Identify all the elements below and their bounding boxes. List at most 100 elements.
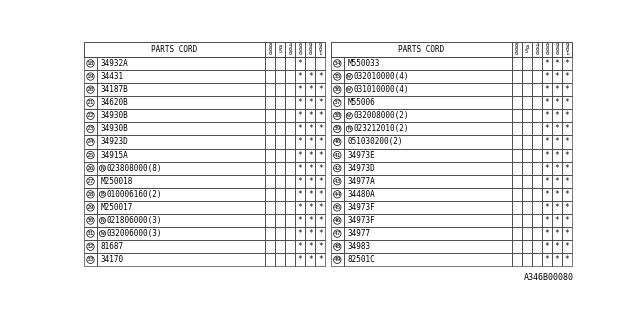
- Bar: [295, 227, 305, 240]
- Bar: [316, 201, 325, 214]
- Text: *: *: [318, 72, 323, 81]
- Bar: [285, 201, 295, 214]
- Text: *: *: [564, 124, 570, 133]
- Bar: [532, 109, 542, 122]
- Bar: [331, 109, 344, 122]
- Bar: [316, 148, 325, 162]
- Text: *: *: [545, 98, 549, 107]
- Text: *: *: [298, 255, 303, 264]
- Bar: [511, 109, 522, 122]
- Bar: [532, 175, 542, 188]
- Bar: [316, 240, 325, 253]
- Bar: [265, 175, 275, 188]
- Bar: [344, 70, 511, 83]
- Text: *: *: [318, 177, 323, 186]
- Bar: [97, 109, 265, 122]
- Text: *: *: [298, 98, 303, 107]
- Text: 82501C: 82501C: [348, 255, 376, 264]
- Text: 34930B: 34930B: [101, 124, 129, 133]
- Text: 46: 46: [333, 218, 341, 223]
- Bar: [522, 214, 532, 227]
- Text: *: *: [564, 203, 570, 212]
- Bar: [344, 240, 511, 253]
- Bar: [285, 135, 295, 148]
- Bar: [562, 135, 572, 148]
- Bar: [562, 240, 572, 253]
- Bar: [295, 122, 305, 135]
- Text: 0
0
0: 0 0 0: [545, 43, 548, 56]
- Bar: [275, 201, 285, 214]
- Bar: [84, 227, 97, 240]
- Text: *: *: [298, 85, 303, 94]
- Bar: [562, 253, 572, 266]
- Bar: [344, 96, 511, 109]
- Bar: [305, 240, 316, 253]
- Bar: [305, 109, 316, 122]
- Bar: [344, 109, 511, 122]
- Text: *: *: [564, 164, 570, 173]
- Bar: [344, 175, 511, 188]
- Bar: [295, 240, 305, 253]
- Text: 34973E: 34973E: [348, 150, 376, 160]
- Bar: [316, 42, 325, 57]
- Text: 35: 35: [333, 74, 341, 79]
- Text: 34932A: 34932A: [101, 59, 129, 68]
- Bar: [344, 162, 511, 175]
- Bar: [562, 57, 572, 70]
- Bar: [542, 188, 552, 201]
- Bar: [97, 227, 265, 240]
- Bar: [295, 135, 305, 148]
- Bar: [532, 135, 542, 148]
- Text: 81687: 81687: [101, 242, 124, 251]
- Bar: [265, 109, 275, 122]
- Text: 8
0
0: 8 0 0: [268, 43, 271, 56]
- Bar: [562, 109, 572, 122]
- Bar: [265, 162, 275, 175]
- Text: *: *: [545, 229, 549, 238]
- Text: 23: 23: [86, 126, 94, 132]
- Bar: [532, 148, 542, 162]
- Text: *: *: [545, 177, 549, 186]
- Text: *: *: [555, 124, 559, 133]
- Bar: [562, 188, 572, 201]
- Bar: [562, 42, 572, 57]
- Bar: [84, 201, 97, 214]
- Bar: [84, 162, 97, 175]
- Text: *: *: [555, 150, 559, 160]
- Bar: [331, 240, 344, 253]
- Text: *: *: [318, 229, 323, 238]
- Bar: [295, 96, 305, 109]
- Text: *: *: [318, 85, 323, 94]
- Text: *: *: [298, 150, 303, 160]
- Text: 023808000(8): 023808000(8): [106, 164, 162, 173]
- Bar: [532, 214, 542, 227]
- Bar: [316, 96, 325, 109]
- Bar: [522, 162, 532, 175]
- Text: *: *: [308, 190, 312, 199]
- Bar: [522, 109, 532, 122]
- Bar: [316, 57, 325, 70]
- Text: 9
0
1: 9 0 1: [319, 43, 322, 56]
- Text: *: *: [555, 85, 559, 94]
- Bar: [275, 57, 285, 70]
- Bar: [97, 253, 265, 266]
- Text: *: *: [308, 216, 312, 225]
- Bar: [562, 70, 572, 83]
- Bar: [265, 83, 275, 96]
- Bar: [511, 188, 522, 201]
- Bar: [344, 227, 511, 240]
- Text: 44: 44: [333, 192, 341, 197]
- Bar: [265, 227, 275, 240]
- Text: *: *: [318, 138, 323, 147]
- Bar: [522, 135, 532, 148]
- Bar: [532, 96, 542, 109]
- Bar: [562, 122, 572, 135]
- Bar: [552, 162, 562, 175]
- Bar: [305, 162, 316, 175]
- Bar: [562, 148, 572, 162]
- Text: *: *: [318, 111, 323, 120]
- Text: *: *: [555, 229, 559, 238]
- Bar: [275, 188, 285, 201]
- Bar: [344, 201, 511, 214]
- Text: 8
5: 8 5: [525, 45, 529, 54]
